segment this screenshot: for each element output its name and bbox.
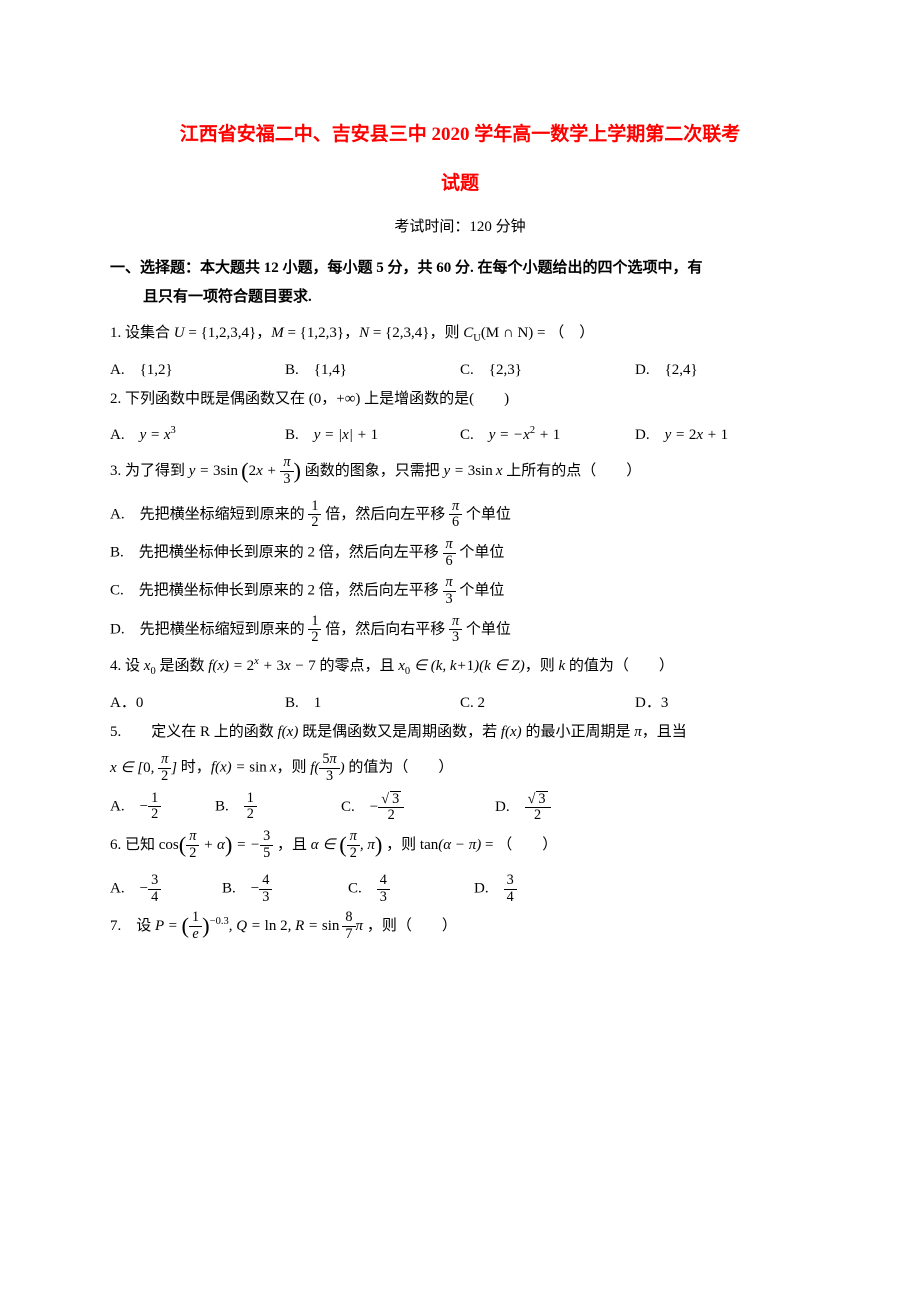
q1-stem-b: = {1,2,3,4}，: [185, 325, 272, 341]
question-1-options: A. {1,2} B. {1,4} C. {2,3} D. {2,4}: [110, 355, 810, 385]
q1-opt-d: D. {2,4}: [635, 355, 810, 385]
question-2: 2. 下列函数中既是偶函数又在 (0，+∞) 上是增函数的是( ): [110, 385, 810, 414]
q6-opt-b: B. −43: [222, 873, 348, 905]
q2-opt-b: B. y = |x| + 1: [285, 420, 460, 450]
q3-stem-b: 函数的图象，只需把: [305, 463, 444, 479]
q1-opt-c: C. {2,3}: [460, 355, 635, 385]
section-1-line2: 且只有一项符合题目要求.: [110, 289, 312, 305]
question-4-options: A．0 B. 1 C. 2 D．3: [110, 688, 810, 718]
q4-opt-b: B. 1: [285, 688, 460, 718]
q5-opt-b: B. 12: [215, 791, 341, 824]
q5-opt-c: C. −√32: [341, 791, 495, 824]
q6-opt-c: C. 43: [348, 873, 474, 905]
q5-opt-d: D. √32: [495, 791, 635, 824]
q4-opt-a: A．0: [110, 688, 285, 718]
q1-stem-d: = {2,3,4}，则: [369, 325, 463, 341]
section-1-line1: 一、选择题：本大题共 12 小题，每小题 5 分，共 60 分. 在每个小题给出…: [110, 260, 703, 276]
exam-title-line2: 试题: [110, 168, 810, 195]
q2-opt-a: A. y = x3: [110, 420, 285, 450]
q1-stem-c: = {1,2,3}，: [284, 325, 359, 341]
q3-opt-b: B. 先把横坐标伸长到原来的 2 倍，然后向左平移 π6 个单位: [110, 537, 810, 569]
exam-title-line1: 江西省安福二中、吉安县三中 2020 学年高一数学上学期第二次联考: [110, 120, 810, 150]
question-2-options: A. y = x3 B. y = |x| + 1 C. y = −x2 + 1 …: [110, 420, 810, 450]
q1-stem-a: 1. 设集合: [110, 325, 174, 341]
q3-stem-a: 3. 为了得到: [110, 463, 189, 479]
question-1: 1. 设集合 U = {1,2,3,4}，M = {1,2,3}，N = {2,…: [110, 319, 810, 349]
q4-opt-d: D．3: [635, 688, 810, 718]
q4-opt-c: C. 2: [460, 688, 635, 718]
question-3: 3. 为了得到 y = 3sin (2x + π3) 函数的图象，只需把 y =…: [110, 450, 810, 493]
q1-stem-e: (M ∩ N) = （ ）: [481, 325, 594, 341]
section-1-heading: 一、选择题：本大题共 12 小题，每小题 5 分，共 60 分. 在每个小题给出…: [110, 254, 810, 311]
q5-opt-a: A. −12: [110, 791, 215, 824]
q1-opt-a: A. {1,2}: [110, 355, 285, 385]
q2-opt-d: D. y = 2x + 1: [635, 420, 810, 450]
q6-opt-d: D. 34: [474, 873, 600, 905]
question-4: 4. 设 x0 是函数 f(x) = 2x + 3x − 7 的零点，且 x0 …: [110, 652, 810, 682]
question-5: 5. 定义在 R 上的函数 f(x) 既是偶函数又是周期函数，若 f(x) 的最…: [110, 718, 810, 747]
exam-time: 考试时间：120 分钟: [110, 215, 810, 236]
question-5-line2: x ∈ [0, π2] 时，f(x) = sin x，则 f(5π3) 的值为（…: [110, 752, 810, 784]
q6-opt-a: A. −34: [110, 873, 222, 905]
question-6: 6. 已知 cos(π2 + α) = −35 ，且 α ∈ (π2, π) ，…: [110, 824, 810, 867]
question-7: 7. 设 P = (1e)−0.3, Q = ln 2, R = sin 87π…: [110, 905, 810, 948]
q3-opt-c: C. 先把横坐标伸长到原来的 2 倍，然后向左平移 π3 个单位: [110, 575, 810, 607]
q2-opt-c: C. y = −x2 + 1: [460, 420, 635, 450]
question-5-options: A. −12 B. 12 C. −√32 D. √32: [110, 791, 810, 824]
q1-opt-b: B. {1,4}: [285, 355, 460, 385]
q3-stem-c: 上所有的点（ ）: [506, 463, 641, 479]
q3-opt-a: A. 先把横坐标缩短到原来的 12 倍，然后向左平移 π6 个单位: [110, 499, 810, 531]
exam-page: 江西省安福二中、吉安县三中 2020 学年高一数学上学期第二次联考 试题 考试时…: [0, 0, 920, 1302]
q3-opt-d: D. 先把横坐标缩短到原来的 12 倍，然后向右平移 π3 个单位: [110, 614, 810, 646]
question-6-options: A. −34 B. −43 C. 43 D. 34: [110, 873, 810, 905]
